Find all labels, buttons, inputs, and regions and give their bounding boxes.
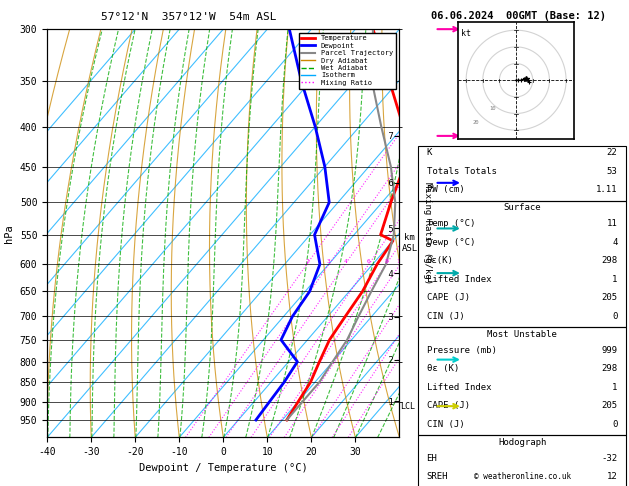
- Text: EH: EH: [426, 454, 437, 463]
- Text: 999: 999: [601, 346, 618, 355]
- Text: 1: 1: [612, 383, 618, 392]
- Text: 0: 0: [612, 312, 618, 321]
- Text: 8: 8: [384, 259, 388, 264]
- Text: CIN (J): CIN (J): [426, 420, 464, 429]
- Text: CIN (J): CIN (J): [426, 312, 464, 321]
- Text: CAPE (J): CAPE (J): [426, 293, 470, 302]
- Text: K: K: [426, 148, 432, 157]
- Text: Most Unstable: Most Unstable: [487, 330, 557, 339]
- Text: 3: 3: [327, 259, 331, 264]
- Text: SREH: SREH: [426, 472, 448, 481]
- Y-axis label: hPa: hPa: [4, 224, 14, 243]
- Text: θε(K): θε(K): [426, 256, 454, 265]
- Bar: [418, 201, 626, 328]
- Text: 25: 25: [457, 259, 464, 264]
- Text: 1.11: 1.11: [596, 185, 618, 194]
- Text: LCL: LCL: [400, 401, 415, 411]
- Text: 20: 20: [473, 120, 479, 124]
- Text: Totals Totals: Totals Totals: [426, 167, 496, 176]
- Bar: [418, 328, 626, 435]
- X-axis label: Dewpoint / Temperature (°C): Dewpoint / Temperature (°C): [139, 463, 308, 473]
- Text: Mixing Ratio (g/kg): Mixing Ratio (g/kg): [423, 182, 432, 284]
- Text: 15: 15: [422, 259, 430, 264]
- Text: 10: 10: [396, 259, 404, 264]
- Bar: [418, 435, 626, 486]
- Text: 20: 20: [442, 259, 449, 264]
- Text: 1: 1: [612, 275, 618, 284]
- Text: 205: 205: [601, 401, 618, 410]
- Text: CAPE (J): CAPE (J): [426, 401, 470, 410]
- Text: 10: 10: [489, 106, 496, 111]
- Text: 53: 53: [607, 167, 618, 176]
- Text: Lifted Index: Lifted Index: [426, 275, 491, 284]
- Text: kt: kt: [461, 29, 471, 37]
- Text: Pressure (mb): Pressure (mb): [426, 346, 496, 355]
- Text: Dewp (°C): Dewp (°C): [426, 238, 475, 247]
- Text: PW (cm): PW (cm): [426, 185, 464, 194]
- Text: 12: 12: [607, 472, 618, 481]
- Legend: Temperature, Dewpoint, Parcel Trajectory, Dry Adiabat, Wet Adiabat, Isotherm, Mi: Temperature, Dewpoint, Parcel Trajectory…: [299, 33, 396, 88]
- Text: 0: 0: [612, 420, 618, 429]
- Y-axis label: km
ASL: km ASL: [402, 233, 418, 253]
- Text: 4: 4: [612, 238, 618, 247]
- Text: θε (K): θε (K): [426, 364, 459, 373]
- Bar: [418, 146, 626, 201]
- Text: 57°12'N  357°12'W  54m ASL: 57°12'N 357°12'W 54m ASL: [101, 12, 277, 22]
- Text: 6: 6: [367, 259, 370, 264]
- Text: -32: -32: [601, 454, 618, 463]
- Text: Temp (°C): Temp (°C): [426, 219, 475, 228]
- Text: 11: 11: [607, 219, 618, 228]
- Text: 205: 205: [601, 293, 618, 302]
- Text: 298: 298: [601, 256, 618, 265]
- Text: 298: 298: [601, 364, 618, 373]
- Text: 4: 4: [343, 259, 347, 264]
- Text: Hodograph: Hodograph: [498, 438, 546, 447]
- Text: 2: 2: [305, 259, 309, 264]
- Text: © weatheronline.co.uk: © weatheronline.co.uk: [474, 472, 571, 481]
- Text: Surface: Surface: [503, 203, 541, 212]
- Text: 06.06.2024  00GMT (Base: 12): 06.06.2024 00GMT (Base: 12): [431, 11, 606, 21]
- Text: Lifted Index: Lifted Index: [426, 383, 491, 392]
- Text: 22: 22: [607, 148, 618, 157]
